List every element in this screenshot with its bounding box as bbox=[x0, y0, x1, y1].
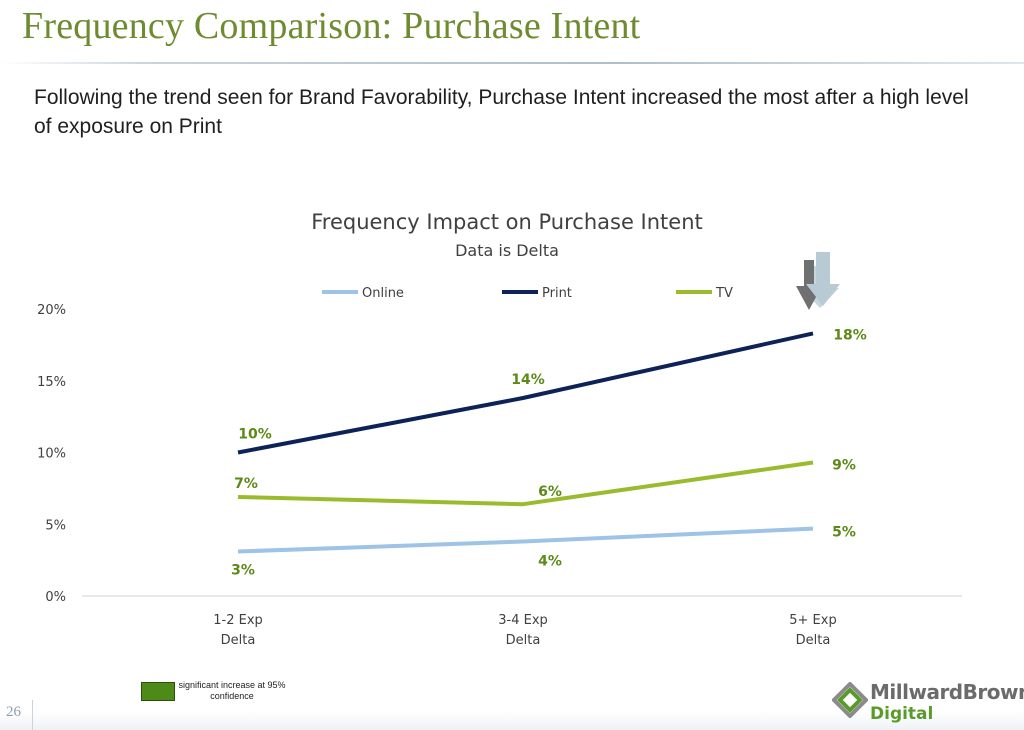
data-label: 3% bbox=[231, 563, 255, 579]
series-line-print bbox=[237, 331, 814, 455]
slide-subtitle: Following the trend seen for Brand Favor… bbox=[34, 86, 969, 138]
data-label: 7% bbox=[234, 476, 258, 492]
chart-legend: Online Print TV bbox=[322, 286, 733, 301]
footer-band bbox=[0, 712, 1024, 730]
y-tick-label: 0% bbox=[45, 590, 66, 605]
data-label: 4% bbox=[538, 553, 562, 569]
page-number: 26 bbox=[6, 704, 21, 720]
chart-title: Frequency Impact on Purchase Intent bbox=[311, 210, 703, 234]
x-tick-label: 1-2 Exp Delta bbox=[213, 613, 263, 648]
data-label: 9% bbox=[832, 458, 856, 474]
data-label: 6% bbox=[538, 484, 562, 500]
y-tick-label: 20% bbox=[37, 303, 66, 318]
chart-series bbox=[237, 331, 814, 554]
legend-label: TV bbox=[715, 286, 733, 301]
data-label: 10% bbox=[238, 427, 272, 443]
legend-label: Online bbox=[362, 286, 404, 301]
page-divider bbox=[32, 700, 33, 730]
series-line-online bbox=[237, 526, 814, 554]
company-logo: MillwardBrown Digital bbox=[832, 678, 1024, 728]
significance-note: significant increase at 95% confidence bbox=[178, 680, 286, 701]
chart-axes: 0% 5% 10% 15% 20% 1-2 Exp Delta 3-4 Exp Delta 5+ … bbox=[37, 303, 962, 648]
title-divider bbox=[0, 62, 1024, 64]
logo-text-secondary: Digital bbox=[870, 704, 934, 724]
legend-label: Print bbox=[542, 286, 572, 301]
y-tick-label: 5% bbox=[45, 518, 66, 533]
series-line-tv bbox=[237, 460, 814, 507]
data-label: 5% bbox=[832, 525, 856, 541]
down-arrow-icon bbox=[796, 252, 840, 310]
logo-mark-icon bbox=[832, 682, 868, 718]
y-tick-label: 10% bbox=[37, 447, 66, 462]
significance-swatch bbox=[141, 682, 175, 701]
data-label: 14% bbox=[511, 372, 545, 388]
slide-title: Frequency Comparison: Purchase Intent bbox=[22, 5, 641, 47]
x-tick-label: 3-4 Exp Delta bbox=[498, 613, 548, 648]
data-label: 18% bbox=[833, 327, 867, 343]
logo-text-primary: MillwardBrown bbox=[870, 680, 1024, 704]
y-tick-label: 15% bbox=[37, 375, 66, 390]
chart-subtitle: Data is Delta bbox=[455, 241, 559, 260]
chart-data-labels: 3% 4% 5% 10% 14% 18% 7% 6% 9% bbox=[231, 327, 867, 578]
x-tick-label: 5+ Exp Delta bbox=[789, 613, 836, 648]
